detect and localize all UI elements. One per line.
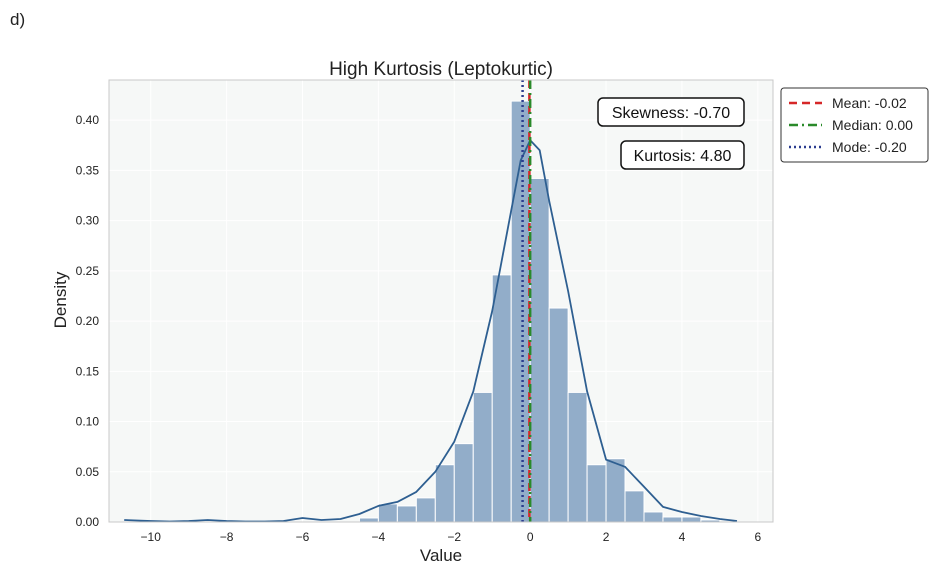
y-axis-label: Density [51,271,70,328]
x-tick-label: 4 [679,530,686,544]
y-tick-label: 0.15 [76,364,100,378]
annotation-text: Kurtosis: 4.80 [634,148,732,165]
annotation-text: Skewness: -0.70 [612,105,730,122]
histogram-bar [472,391,493,523]
kde-line [124,139,738,523]
legend-label: Median: 0.00 [832,117,913,133]
annotation-box [620,140,745,170]
y-tick-label: 0.35 [76,163,100,177]
histogram-bar [662,516,683,523]
histogram-bar [586,464,607,523]
panel-label: d) [10,10,26,29]
x-tick-label: 6 [754,530,761,544]
histogram-bar [643,511,664,523]
histogram-bar [529,177,550,523]
histogram-bar [358,517,379,523]
y-tick-label: 0.20 [76,314,100,328]
histogram-bar [377,503,398,523]
legend-box [780,87,929,163]
x-tick-label: −8 [220,530,234,544]
y-tick-label: 0.30 [76,214,100,228]
y-tick-label: 0.00 [76,515,100,529]
legend-label: Mean: -0.02 [832,95,907,111]
histogram-bar [491,274,512,523]
histogram-bar [453,443,474,523]
y-tick-label: 0.05 [76,465,100,479]
chart-title: High Kurtosis (Leptokurtic) [329,59,553,80]
histogram-bar [434,464,455,523]
histogram-bar [548,307,569,523]
x-tick-label: −6 [296,530,310,544]
legend-label: Mode: -0.20 [832,139,907,155]
histogram-bar [415,497,436,523]
annotation-box [597,97,745,127]
plot-frame [108,79,774,523]
x-tick-label: 0 [527,530,534,544]
x-tick-label: −4 [372,530,386,544]
histogram-bar [681,516,702,523]
y-tick-label: 0.40 [76,113,100,127]
x-axis-label: Value [420,546,462,565]
y-tick-label: 0.10 [76,415,100,429]
x-tick-label: 2 [603,530,610,544]
x-tick-label: −2 [447,530,461,544]
histogram-bar [605,458,626,523]
histogram-bar [567,391,588,523]
histogram-bar [396,505,417,523]
x-tick-label: −10 [141,530,162,544]
y-tick-label: 0.25 [76,264,100,278]
histogram-bar [624,490,645,523]
